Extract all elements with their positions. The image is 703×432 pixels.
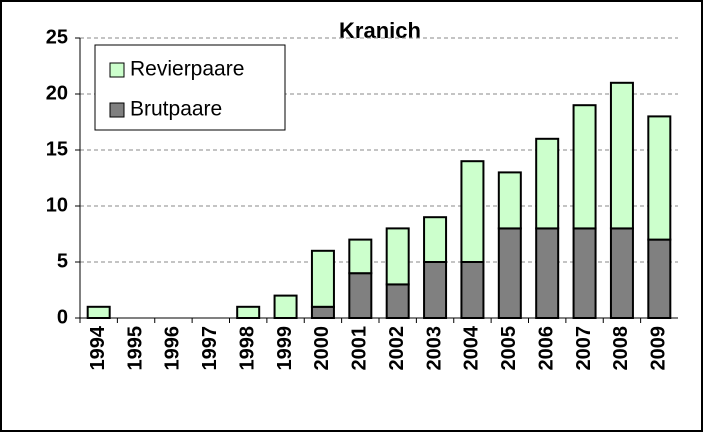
x-tick-label: 1995 [124, 326, 146, 371]
x-tick-label: 2001 [349, 326, 371, 371]
bar-segment [647, 238, 672, 320]
x-tick-label: 2007 [573, 326, 595, 371]
bar-segment [609, 227, 634, 319]
x-tick-label: 2000 [311, 326, 333, 371]
legend-label: Brutpaare [130, 98, 222, 121]
y-tick-label: 20 [46, 82, 68, 104]
x-tick-label: 2008 [610, 326, 632, 371]
bar-segment [535, 227, 560, 319]
bar-segment [236, 305, 261, 319]
bar-segment [460, 160, 485, 263]
x-tick-label: 1998 [236, 326, 258, 371]
bar-segment [86, 305, 111, 319]
x-tick-label: 2003 [423, 326, 445, 371]
bar-segment [385, 227, 410, 286]
bar-segment [497, 227, 522, 319]
bar-segment [348, 238, 373, 275]
bar-segment [572, 227, 597, 319]
bar-segment [609, 81, 634, 230]
bar-segment [423, 216, 448, 263]
y-tick-label: 10 [46, 194, 68, 216]
x-tick-label: 2006 [535, 326, 557, 371]
legend-box [94, 44, 286, 131]
y-tick-label: 0 [57, 306, 68, 328]
y-tick-label: 15 [46, 138, 68, 160]
x-tick-label: 2009 [648, 326, 670, 371]
legend-label: Revierpaare [130, 58, 244, 81]
x-tick-label: 1999 [274, 326, 296, 371]
bar-segment [348, 272, 373, 320]
bar-segment [460, 261, 485, 319]
legend-swatch [109, 62, 125, 78]
bar-segment [497, 171, 522, 230]
bar-segment [572, 104, 597, 230]
bar-segment [310, 305, 335, 319]
y-tick-label: 25 [46, 26, 68, 48]
x-tick-label: 1997 [199, 326, 221, 371]
legend-swatch [109, 102, 125, 118]
bar-segment [385, 283, 410, 319]
chart-title: Kranich [339, 18, 421, 43]
bar-segment [647, 115, 672, 241]
bar-segment [535, 137, 560, 230]
x-tick-label: 2002 [386, 326, 408, 371]
x-tick-label: 2004 [461, 325, 483, 370]
bar-segment [310, 249, 335, 308]
x-tick-label: 1994 [87, 325, 109, 370]
bar-segment [423, 261, 448, 319]
x-tick-label: 1996 [162, 326, 184, 371]
y-tick-label: 5 [57, 250, 68, 272]
bar-segment [273, 294, 298, 320]
x-tick-label: 2005 [498, 326, 520, 371]
